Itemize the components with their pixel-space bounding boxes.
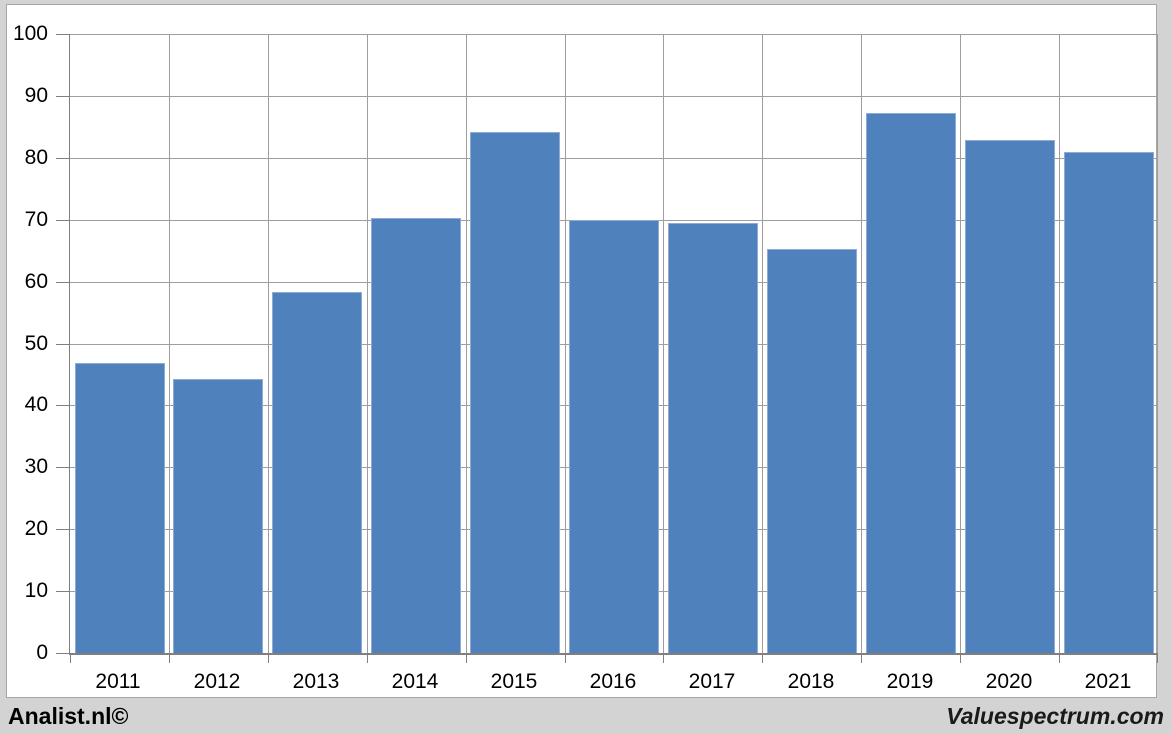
gridline-v-2: [268, 34, 269, 653]
y-tick-10: [56, 591, 69, 592]
bar-2015: [470, 132, 560, 653]
gridline-v-11: [1157, 34, 1158, 653]
bar-2012: [173, 379, 263, 653]
x-tick-5: [565, 655, 566, 663]
x-tick-9: [960, 655, 961, 663]
x-tick-label-2016: 2016: [589, 670, 637, 693]
gridline-v-4: [466, 34, 467, 653]
y-tick-label-90: 90: [24, 84, 48, 107]
x-tick-11: [1157, 655, 1158, 663]
bar-2020: [965, 140, 1055, 653]
x-tick-1: [169, 655, 170, 663]
y-tick-label-40: 40: [24, 393, 48, 416]
x-tick-8: [861, 655, 862, 663]
plot-area: [56, 34, 1158, 663]
x-tick-4: [466, 655, 467, 663]
y-tick-label-50: 50: [24, 332, 48, 355]
x-tick-3: [367, 655, 368, 663]
valuespectrum-brand-text: Valuespectrum.com: [946, 702, 1164, 729]
y-tick-30: [56, 467, 69, 468]
x-tick-label-2019: 2019: [886, 670, 934, 693]
bar-2014: [371, 218, 461, 653]
x-tick-label-2012: 2012: [193, 670, 241, 693]
y-tick-label-60: 60: [24, 270, 48, 293]
y-tick-20: [56, 529, 69, 530]
bar-2021: [1064, 152, 1154, 653]
y-tick-label-10: 10: [24, 579, 48, 602]
y-tick-90: [56, 96, 69, 97]
y-tick-0: [56, 653, 69, 654]
gridline-v-7: [762, 34, 763, 653]
gridline-h-100: [70, 34, 1158, 35]
x-tick-label-2013: 2013: [292, 670, 340, 693]
x-tick-label-2020: 2020: [985, 670, 1033, 693]
y-tick-80: [56, 158, 69, 159]
x-tick-label-2018: 2018: [787, 670, 835, 693]
gridline-h-90: [70, 96, 1158, 97]
y-tick-label-70: 70: [24, 208, 48, 231]
gridline-v-6: [663, 34, 664, 653]
x-tick-2: [268, 655, 269, 663]
gridline-v-3: [367, 34, 368, 653]
bar-2017: [668, 223, 758, 653]
y-tick-40: [56, 405, 69, 406]
gridline-v-8: [861, 34, 862, 653]
x-tick-label-2021: 2021: [1084, 670, 1132, 693]
gridline-v-5: [565, 34, 566, 653]
bar-2019: [866, 113, 956, 653]
gridline-h-80: [70, 158, 1158, 159]
x-tick-label-2011: 2011: [95, 670, 141, 693]
bar-2011: [75, 363, 165, 653]
bar-2018: [767, 249, 857, 653]
y-tick-label-30: 30: [24, 455, 48, 478]
x-tick-label-2014: 2014: [391, 670, 439, 693]
x-tick-label-2015: 2015: [490, 670, 538, 693]
bar-2013: [272, 292, 362, 653]
chart-canvas: 0 10 20 30 40 50 60 70 80 90 100 2011 2012 2013 2014 2…: [6, 4, 1158, 699]
x-tick-10: [1059, 655, 1060, 663]
footer: Analist.nl© Valuespectrum.com: [0, 698, 1172, 734]
y-tick-50: [56, 344, 69, 345]
y-tick-label-80: 80: [24, 146, 48, 169]
gridline-v-10: [1059, 34, 1060, 653]
analist-brand-text: Analist.nl©: [8, 702, 129, 729]
x-tick-label-2017: 2017: [688, 670, 736, 693]
gridline-v-9: [960, 34, 961, 653]
y-tick-60: [56, 282, 69, 283]
y-tick-100: [56, 34, 69, 35]
y-tick-label-0: 0: [36, 641, 48, 664]
y-tick-label-100: 100: [12, 22, 48, 45]
y-tick-70: [56, 220, 69, 221]
x-axis-labels: 2011 2012 2013 2014 2015 2016 2017 2018 2019 2020…: [69, 669, 1157, 699]
y-axis-labels: 0 10 20 30 40 50 60 70 80 90 100: [7, 23, 62, 664]
x-tick-0: [70, 655, 71, 663]
x-tick-6: [663, 655, 664, 663]
x-tick-7: [762, 655, 763, 663]
gridline-v-1: [169, 34, 170, 653]
y-tick-label-20: 20: [24, 517, 48, 540]
bar-2016: [569, 220, 659, 653]
